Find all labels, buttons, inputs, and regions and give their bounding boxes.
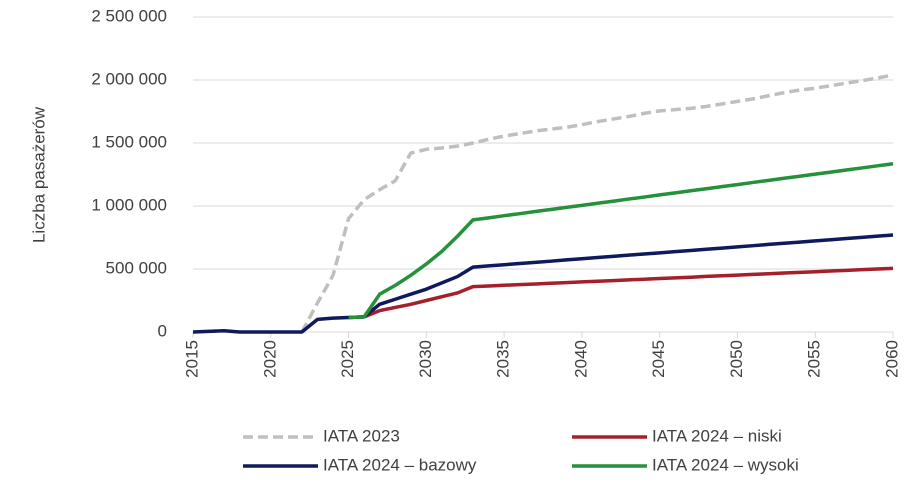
- x-tick-label: 2050: [727, 340, 746, 378]
- y-tick-label: 1 000 000: [91, 195, 167, 214]
- y-tick-label: 1 500 000: [91, 132, 167, 151]
- y-tick-label: 500 000: [106, 258, 167, 277]
- x-tick-label: 2055: [805, 340, 824, 378]
- series-line: [348, 162, 894, 320]
- legend-label: IATA 2024 – bazowy: [323, 455, 477, 474]
- y-tick-label: 0: [158, 321, 167, 340]
- legend-label: IATA 2024 – niski: [652, 426, 782, 445]
- legend-label: IATA 2023: [323, 426, 400, 445]
- x-tick-label: 2040: [571, 340, 590, 378]
- x-tick-label: 2025: [338, 340, 357, 378]
- x-tick-label: 2035: [494, 340, 513, 378]
- x-tick-label: 2020: [260, 340, 279, 378]
- x-tick-label: 2030: [416, 340, 435, 378]
- series-line: [348, 266, 894, 320]
- series-line: [192, 233, 894, 334]
- x-tick-label: 2015: [182, 340, 201, 378]
- y-tick-label: 2 500 000: [91, 6, 167, 25]
- series-line: [300, 73, 894, 333]
- y-tick-label: 2 000 000: [91, 69, 167, 88]
- x-tick-label: 2060: [882, 340, 901, 378]
- y-axis-label: Liczba pasażerów: [29, 106, 48, 243]
- x-tick-label: 2045: [649, 340, 668, 378]
- legend-label: IATA 2024 – wysoki: [652, 455, 799, 474]
